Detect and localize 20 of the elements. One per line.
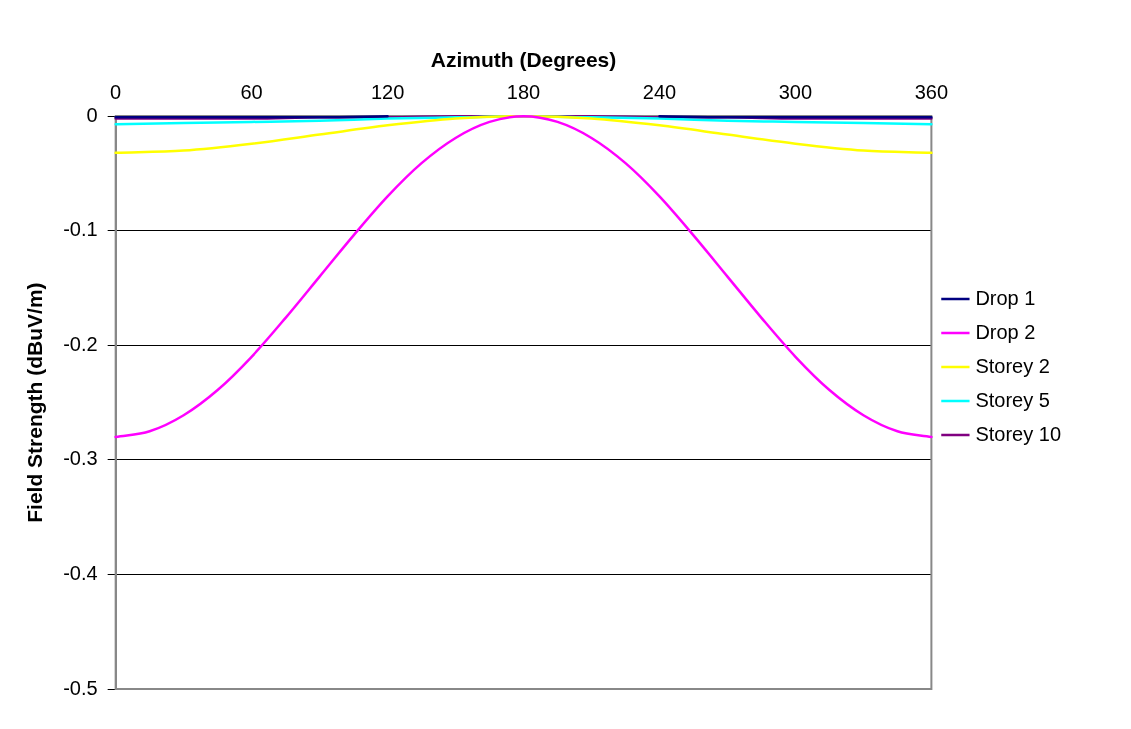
x-tick-label: 240 [642, 80, 677, 103]
x-tick-label: 120 [370, 80, 405, 103]
legend-label: Storey 2 [975, 354, 1050, 377]
y-axis-title: Field Strength (dBuV/m) [23, 282, 47, 523]
y-tick-label: -0.1 [63, 218, 98, 241]
x-tick-label: 360 [914, 80, 949, 103]
x-tick-label: 0 [110, 80, 122, 103]
x-tick-label: 60 [240, 80, 263, 103]
legend-label: Drop 2 [975, 320, 1036, 343]
legend-label: Storey 10 [975, 422, 1061, 445]
y-tick-label: -0.5 [63, 676, 98, 699]
y-tick-label: -0.2 [63, 332, 98, 355]
x-tick-label: 300 [778, 80, 813, 103]
y-tick-label: -0.4 [63, 561, 98, 584]
x-tick-label: 180 [506, 80, 541, 103]
legend-label: Drop 1 [975, 286, 1036, 309]
legend-label: Storey 5 [975, 388, 1050, 411]
x-axis-title: Azimuth (Degrees) [430, 48, 617, 72]
y-tick-label: 0 [86, 103, 98, 126]
y-tick-label: -0.3 [63, 447, 98, 470]
